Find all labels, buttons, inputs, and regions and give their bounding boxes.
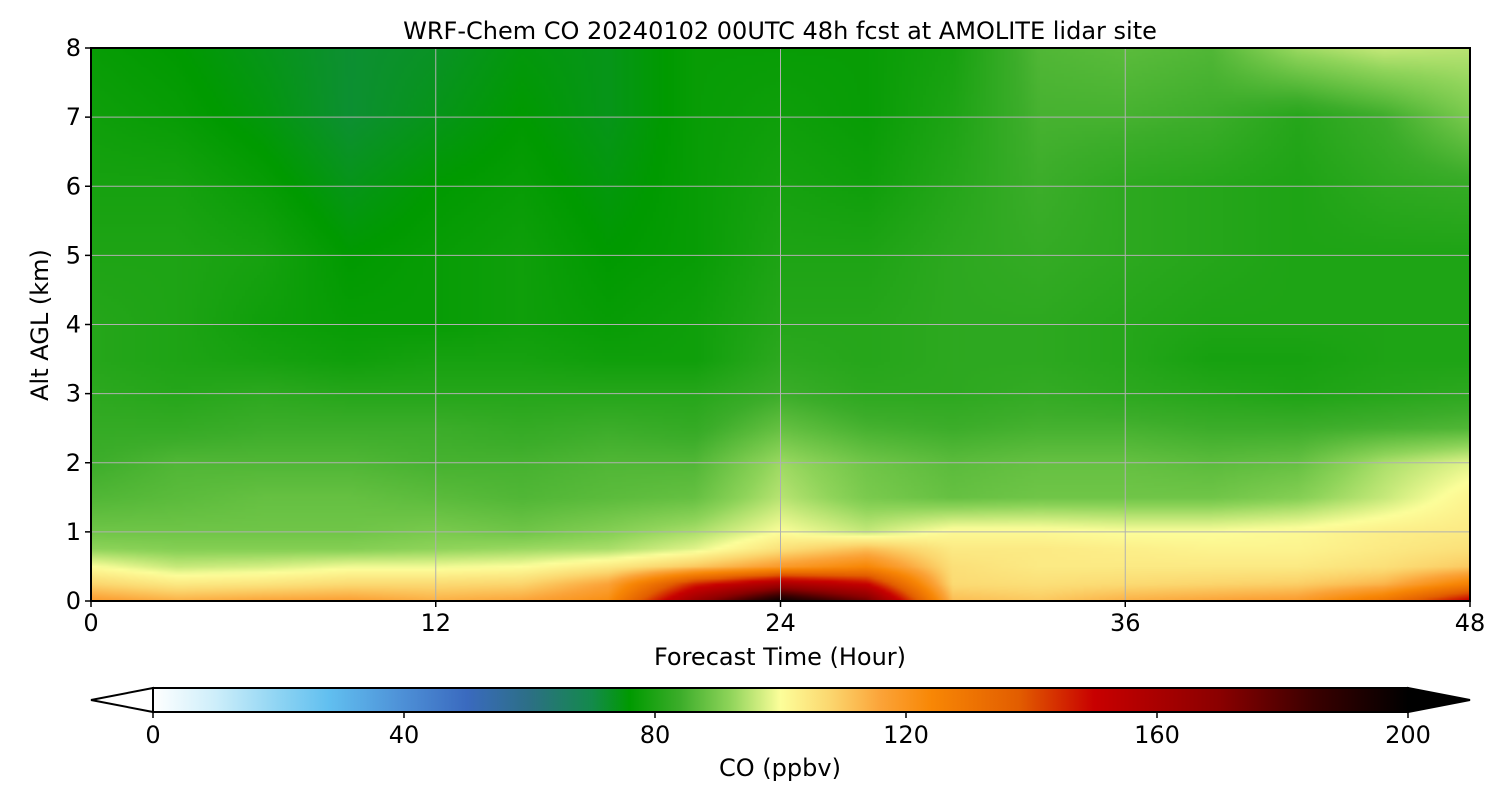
grid-lines xyxy=(91,48,1470,601)
y-tick-label: 2 xyxy=(66,449,81,477)
colorbar-gradient xyxy=(153,688,1408,712)
x-tick-label: 24 xyxy=(765,609,796,637)
colorbar-tick-label: 120 xyxy=(883,721,929,749)
x-tick-label: 48 xyxy=(1455,609,1486,637)
colorbar-tick-label: 160 xyxy=(1134,721,1180,749)
y-tick-label: 6 xyxy=(66,172,81,200)
chart-title: WRF-Chem CO 20240102 00UTC 48h fcst at A… xyxy=(403,17,1157,45)
x-tick-label: 12 xyxy=(420,609,451,637)
y-tick-label: 5 xyxy=(66,241,81,269)
y-tick-label: 0 xyxy=(66,587,81,615)
y-axis-label: Alt AGL (km) xyxy=(26,249,54,401)
x-axis-ticks: 0 12 24 36 48 xyxy=(83,601,1485,637)
colorbar-tick-label: 40 xyxy=(389,721,420,749)
colorbar: 0 40 80 120 160 200 CO (ppbv) xyxy=(90,686,1471,782)
colorbar-frame xyxy=(152,687,1409,713)
colorbar-label: CO (ppbv) xyxy=(719,754,841,782)
x-axis-label: Forecast Time (Hour) xyxy=(654,643,906,671)
colorbar-ticks: 0 40 80 120 160 200 xyxy=(145,712,1431,749)
colorbar-tick-label: 0 xyxy=(145,721,160,749)
colorbar-extend-min xyxy=(90,686,154,714)
x-tick-label: 0 xyxy=(83,609,98,637)
colorbar-tick-label: 80 xyxy=(640,721,671,749)
y-tick-label: 8 xyxy=(66,34,81,62)
colorbar-extend-max xyxy=(1407,686,1471,714)
y-axis-ticks: 0 1 2 3 4 5 6 7 8 xyxy=(66,34,91,615)
y-tick-label: 3 xyxy=(66,380,81,408)
y-tick-label: 1 xyxy=(66,518,81,546)
y-tick-label: 4 xyxy=(66,311,81,339)
colorbar-tick-label: 200 xyxy=(1385,721,1431,749)
y-tick-label: 7 xyxy=(66,103,81,131)
x-tick-label: 36 xyxy=(1110,609,1141,637)
plot-area xyxy=(90,47,1471,602)
